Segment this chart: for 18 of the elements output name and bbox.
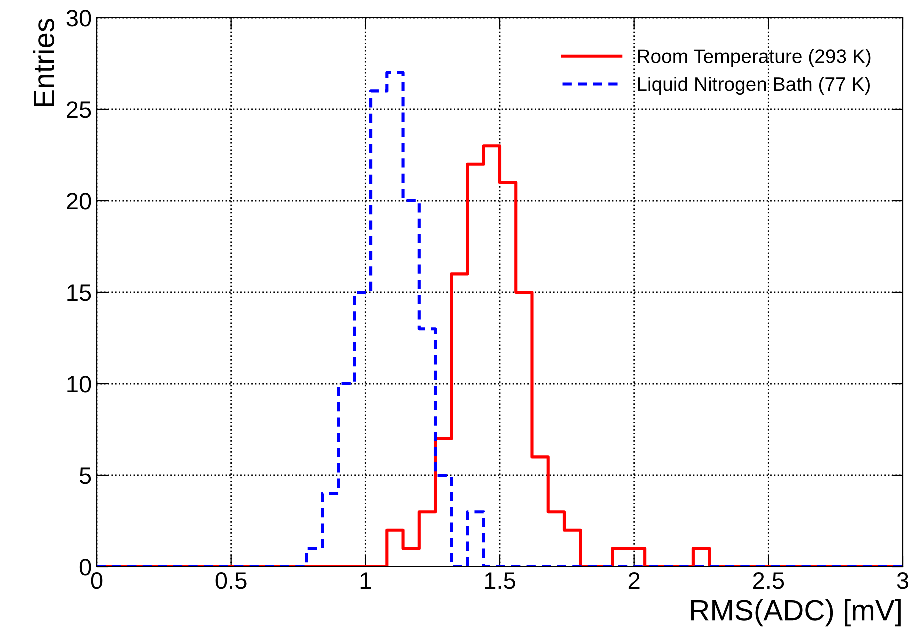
y-tick-label: 25 <box>67 102 92 118</box>
x-tick-label: 2.5 <box>753 572 784 590</box>
y-tick-label: 0 <box>80 559 92 576</box>
y-tick-label: 5 <box>80 468 92 484</box>
y-tick-label: 10 <box>68 376 92 393</box>
x-axis-title: RMS(ADC) [mV] <box>692 599 901 627</box>
y-tick-label: 30 <box>66 10 92 27</box>
x-tick-label: 1.5 <box>485 572 516 590</box>
x-tick-label: 0.5 <box>216 572 247 590</box>
x-tick-label: 2 <box>628 572 640 589</box>
legend-label: Room Temperature (293 K) <box>638 49 871 68</box>
x-tick-label: 1 <box>360 572 372 589</box>
x-tick-label: 3 <box>897 572 909 590</box>
x-tick-label: 0 <box>91 572 103 590</box>
y-tick-label: 20 <box>67 193 92 210</box>
y-tick-label: 15 <box>68 284 92 302</box>
y-axis-title: Entries <box>33 19 55 106</box>
legend-label: Liquid Nitrogen Bath (77 K) <box>638 76 870 96</box>
